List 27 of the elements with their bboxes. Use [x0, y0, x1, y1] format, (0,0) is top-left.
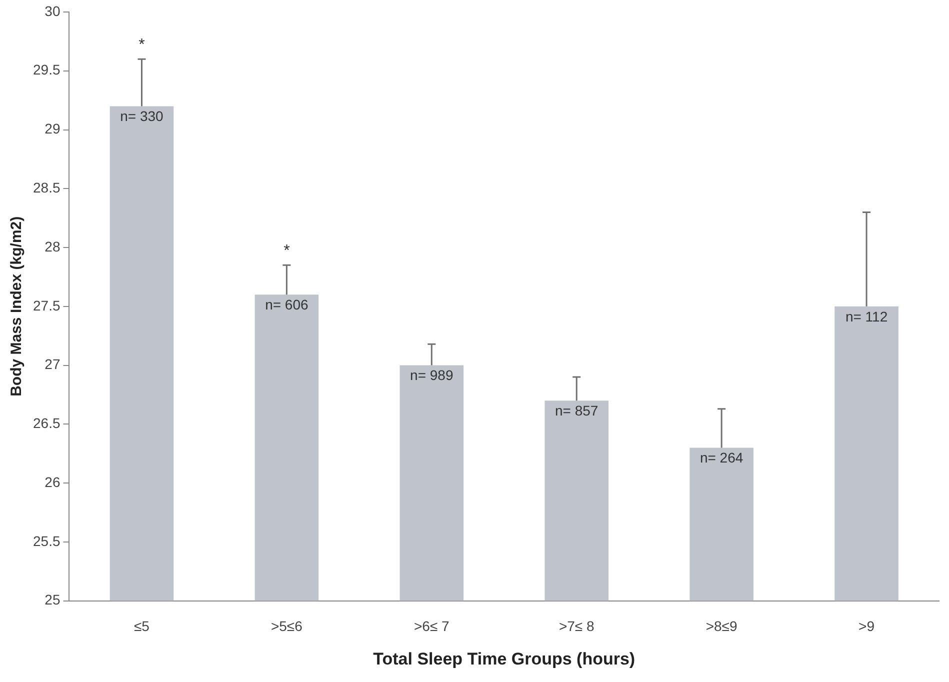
y-tick-label: 25 [44, 592, 60, 608]
y-tick-label: 28 [44, 238, 60, 254]
x-tick-label: >5≤6 [270, 618, 303, 634]
x-tick-label: >9 [858, 618, 875, 634]
y-tick-label: 29.5 [33, 62, 60, 78]
y-tick-label: 27.5 [33, 297, 60, 314]
y-tick-label: 28.5 [33, 180, 60, 196]
y-tick-label: 26.5 [33, 415, 60, 432]
x-axis-title: Total Sleep Time Groups (hours) [373, 649, 636, 668]
annotation: n= 264 [700, 450, 744, 466]
annotation: * [284, 242, 290, 260]
y-tick-label: 29 [44, 120, 60, 137]
y-tick-label: 26 [44, 474, 60, 490]
annotation: n= 330 [120, 108, 164, 124]
annotation: n= 606 [265, 296, 308, 312]
annotation: n= 112 [845, 308, 888, 324]
y-tick-label: 27 [44, 356, 60, 372]
x-tick-label: >6≤ 7 [414, 618, 450, 634]
y-axis-title: Body Mass Index (kg/m2) [8, 216, 26, 396]
annotation: n= 857 [554, 402, 598, 418]
y-tick-label: 25.5 [33, 532, 60, 549]
y-tick-label: 30 [44, 2, 60, 19]
x-tick-label: >7≤ 8 [558, 618, 594, 634]
annotation: * [138, 36, 145, 54]
x-tick-label: >8≤9 [706, 618, 738, 634]
annotation: n= 989 [410, 367, 454, 384]
x-tick-label: ≤5 [134, 618, 150, 634]
